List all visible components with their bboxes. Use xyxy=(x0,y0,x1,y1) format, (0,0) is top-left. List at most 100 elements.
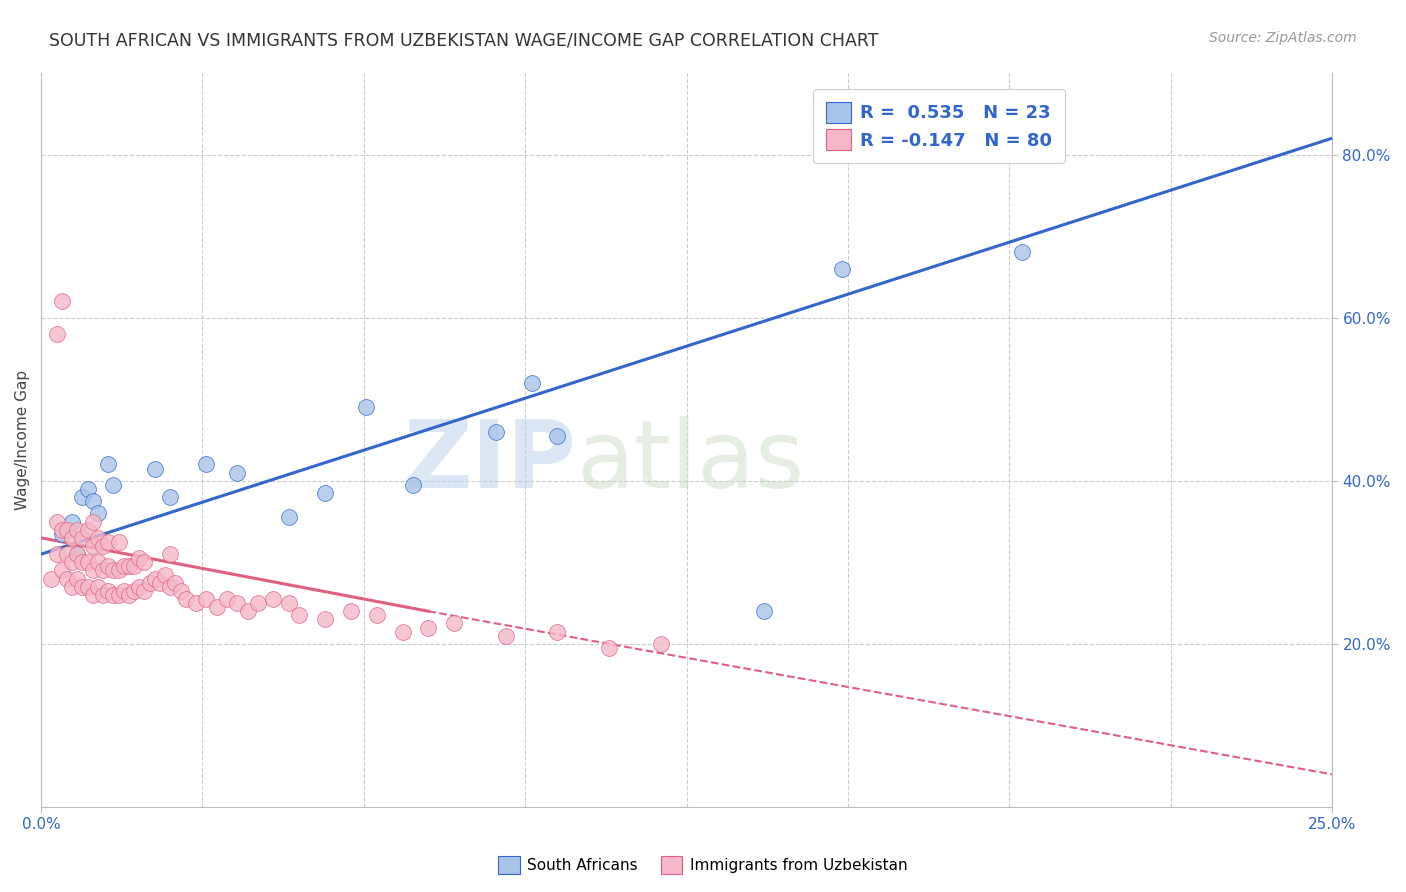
Point xyxy=(51,526,73,541)
Point xyxy=(60,555,83,569)
Point xyxy=(51,294,73,309)
Point xyxy=(103,564,125,578)
Point xyxy=(149,575,172,590)
Point xyxy=(169,583,191,598)
Point xyxy=(66,572,89,586)
Point xyxy=(103,478,125,492)
Point xyxy=(72,555,94,569)
Point xyxy=(76,555,98,569)
Point xyxy=(195,592,218,607)
Point xyxy=(205,600,228,615)
Point xyxy=(236,604,259,618)
Text: atlas: atlas xyxy=(576,416,806,508)
Point xyxy=(226,466,249,480)
Legend: R =  0.535   N = 23, R = -0.147   N = 80: R = 0.535 N = 23, R = -0.147 N = 80 xyxy=(813,89,1064,162)
Point xyxy=(195,458,218,472)
Point xyxy=(484,425,506,439)
Point xyxy=(97,583,120,598)
Point xyxy=(107,588,129,602)
Point xyxy=(66,547,89,561)
Point xyxy=(184,596,207,610)
Point xyxy=(112,583,135,598)
Point xyxy=(76,580,98,594)
Point xyxy=(118,588,141,602)
Point xyxy=(82,494,104,508)
Point xyxy=(314,486,336,500)
Point xyxy=(107,564,129,578)
Point xyxy=(159,547,181,561)
Point xyxy=(547,624,569,639)
Point xyxy=(91,588,114,602)
Point xyxy=(91,539,114,553)
Point xyxy=(107,535,129,549)
Point xyxy=(76,523,98,537)
Text: Source: ZipAtlas.com: Source: ZipAtlas.com xyxy=(1209,31,1357,45)
Point xyxy=(82,539,104,553)
Point xyxy=(598,640,620,655)
Point xyxy=(51,523,73,537)
Point xyxy=(51,564,73,578)
Point xyxy=(165,575,187,590)
Point xyxy=(56,572,79,586)
Point xyxy=(366,608,388,623)
Point xyxy=(288,608,311,623)
Point xyxy=(520,376,543,390)
Legend: South Africans, Immigrants from Uzbekistan: South Africans, Immigrants from Uzbekist… xyxy=(492,850,914,880)
Point xyxy=(831,261,853,276)
Point xyxy=(72,531,94,545)
Point xyxy=(226,596,249,610)
Point xyxy=(128,580,150,594)
Point xyxy=(752,604,775,618)
Point xyxy=(134,583,156,598)
Point xyxy=(56,547,79,561)
Point xyxy=(391,624,413,639)
Point xyxy=(418,621,440,635)
Point xyxy=(547,429,569,443)
Point xyxy=(215,592,238,607)
Point xyxy=(340,604,363,618)
Point xyxy=(76,482,98,496)
Point xyxy=(45,547,67,561)
Point xyxy=(87,507,110,521)
Point xyxy=(495,629,517,643)
Point xyxy=(82,588,104,602)
Point xyxy=(60,531,83,545)
Point xyxy=(87,531,110,545)
Point xyxy=(174,592,197,607)
Point xyxy=(278,510,301,524)
Point xyxy=(1011,245,1033,260)
Point xyxy=(103,588,125,602)
Point xyxy=(159,490,181,504)
Point xyxy=(82,564,104,578)
Point xyxy=(143,461,166,475)
Point xyxy=(122,583,145,598)
Text: SOUTH AFRICAN VS IMMIGRANTS FROM UZBEKISTAN WAGE/INCOME GAP CORRELATION CHART: SOUTH AFRICAN VS IMMIGRANTS FROM UZBEKIS… xyxy=(49,31,879,49)
Point xyxy=(66,523,89,537)
Point xyxy=(153,567,176,582)
Point xyxy=(87,555,110,569)
Point xyxy=(650,637,672,651)
Point xyxy=(82,515,104,529)
Point xyxy=(56,523,79,537)
Point xyxy=(97,535,120,549)
Point xyxy=(97,559,120,574)
Point xyxy=(87,580,110,594)
Point xyxy=(402,478,425,492)
Point xyxy=(263,592,285,607)
Point xyxy=(159,580,181,594)
Point xyxy=(278,596,301,610)
Point xyxy=(72,580,94,594)
Point xyxy=(138,575,160,590)
Point xyxy=(314,612,336,626)
Point xyxy=(97,458,120,472)
Point xyxy=(91,564,114,578)
Point xyxy=(356,401,378,415)
Point xyxy=(41,572,63,586)
Point xyxy=(443,616,465,631)
Point xyxy=(143,572,166,586)
Point xyxy=(60,515,83,529)
Point xyxy=(122,559,145,574)
Point xyxy=(45,515,67,529)
Point xyxy=(60,580,83,594)
Y-axis label: Wage/Income Gap: Wage/Income Gap xyxy=(15,370,30,510)
